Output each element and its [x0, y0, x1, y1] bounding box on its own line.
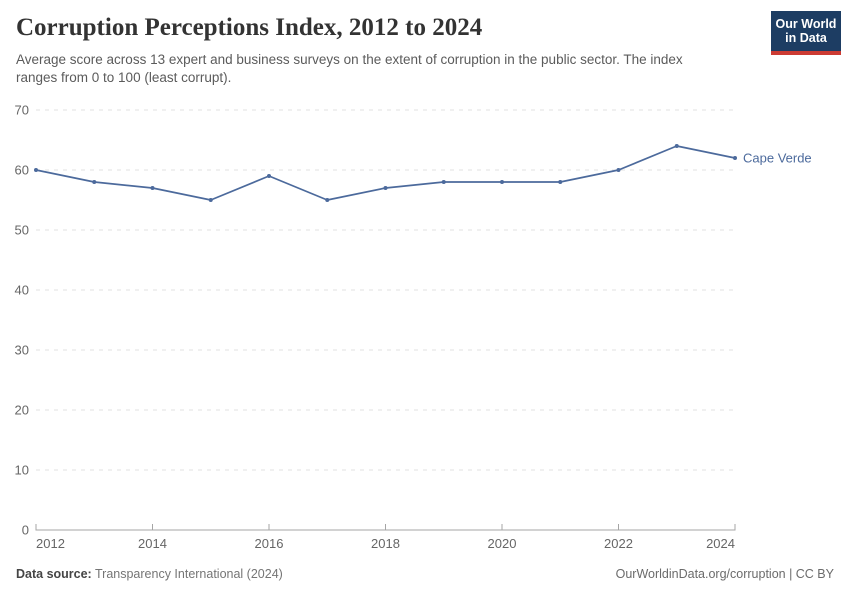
data-point-marker	[733, 156, 737, 160]
y-axis-label: 30	[15, 343, 29, 358]
y-axis-label: 60	[15, 163, 29, 178]
y-axis-label: 0	[22, 523, 29, 538]
attribution-text: OurWorldinData.org/corruption | CC BY	[615, 567, 834, 581]
data-point-marker	[500, 180, 504, 184]
data-point-marker	[208, 198, 213, 202]
data-point-marker	[150, 186, 155, 190]
x-axis-label: 2014	[138, 536, 167, 551]
data-point-marker	[558, 180, 563, 184]
data-point-marker	[325, 198, 330, 202]
y-axis-label: 10	[15, 463, 29, 478]
x-axis-label: 2024	[706, 536, 735, 551]
data-source-label: Data source:	[16, 567, 92, 581]
y-axis-label: 20	[15, 403, 29, 418]
owid-logo: Our World in Data	[771, 11, 841, 55]
data-point-marker	[34, 168, 38, 172]
y-axis-label: 70	[15, 103, 29, 118]
chart-subtitle: Average score across 13 expert and busin…	[16, 52, 683, 85]
chart-footer: Data source: Transparency International …	[16, 567, 834, 581]
data-point-marker	[267, 174, 271, 178]
x-axis-label: 2018	[371, 536, 400, 551]
x-axis-label: 2022	[604, 536, 633, 551]
y-axis-label: 40	[15, 283, 29, 298]
data-point-marker	[674, 144, 679, 148]
entity-label: Cape Verde	[743, 151, 812, 166]
data-point-marker	[441, 180, 446, 184]
x-axis-label: 2012	[36, 536, 65, 551]
data-point-marker	[383, 186, 388, 190]
page-title: Corruption Perceptions Index, 2012 to 20…	[16, 14, 483, 41]
y-axis-label: 50	[15, 223, 29, 238]
data-source-value: Transparency International (2024)	[94, 567, 283, 581]
series-line	[35, 145, 736, 201]
data-source: Data source: Transparency International …	[16, 567, 283, 581]
data-point-marker	[92, 180, 97, 184]
x-axis-label: 2016	[255, 536, 284, 551]
owid-logo-line1: Our World	[775, 16, 837, 31]
owid-logo-line2: in Data	[785, 31, 827, 45]
x-axis-label: 2020	[488, 536, 517, 551]
data-point-marker	[616, 168, 621, 172]
